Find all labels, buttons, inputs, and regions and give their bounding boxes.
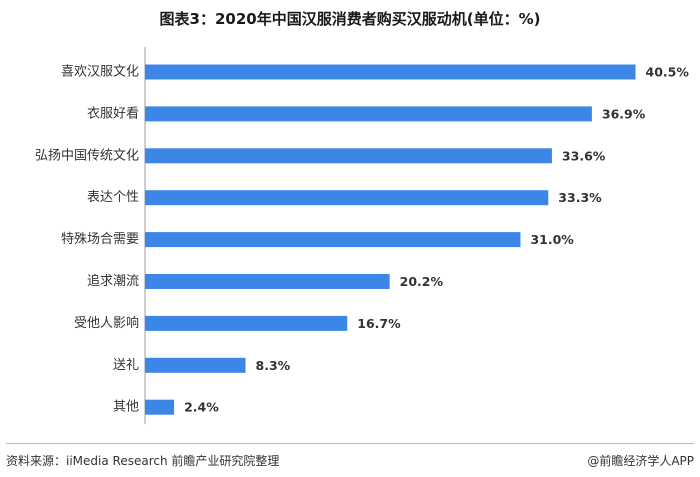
category-label: 特殊场合需要 — [61, 232, 139, 247]
bar — [145, 232, 521, 248]
footer-divider — [6, 443, 694, 444]
bar — [145, 399, 175, 415]
bar — [145, 274, 390, 289]
bar — [145, 148, 552, 164]
bar-chart: 喜欢汉服文化 40.5% 衣服好看 36.9% 弘扬中国传统文化 33.6% 表达个性 33.… — [35, 47, 690, 425]
value-label: 20.2% — [400, 274, 444, 289]
value-label: 2.4% — [184, 400, 219, 415]
chart-title: 图表3：2020年中国汉服消费者购买汉服动机(单位：%) — [159, 10, 541, 28]
value-label: 16.7% — [357, 316, 401, 331]
category-label: 送礼 — [113, 357, 139, 373]
category-label: 追求潮流 — [87, 273, 139, 289]
category-label: 喜欢汉服文化 — [61, 65, 139, 80]
value-label: 33.6% — [562, 148, 606, 163]
value-label: 33.3% — [558, 190, 602, 205]
bar — [145, 190, 549, 206]
source-note: 资料来源：iiMedia Research 前瞻产业研究院整理 — [6, 454, 280, 468]
credit-note: @前瞻经济学人APP — [587, 454, 694, 468]
value-label: 40.5% — [646, 65, 690, 80]
value-label: 36.9% — [602, 106, 646, 121]
bar — [145, 64, 636, 80]
bar — [145, 315, 348, 331]
bar — [145, 357, 246, 373]
bar — [145, 106, 592, 122]
category-label: 衣服好看 — [87, 105, 139, 121]
category-label: 表达个性 — [87, 190, 139, 205]
category-label: 弘扬中国传统文化 — [35, 148, 139, 163]
category-label: 其他 — [113, 400, 139, 415]
category-label: 受他人影响 — [74, 315, 139, 331]
value-label: 8.3% — [256, 358, 291, 373]
value-label: 31.0% — [530, 232, 574, 247]
bars-group: 喜欢汉服文化 40.5% 衣服好看 36.9% 弘扬中国传统文化 33.6% 表达个性 33.… — [35, 64, 690, 415]
